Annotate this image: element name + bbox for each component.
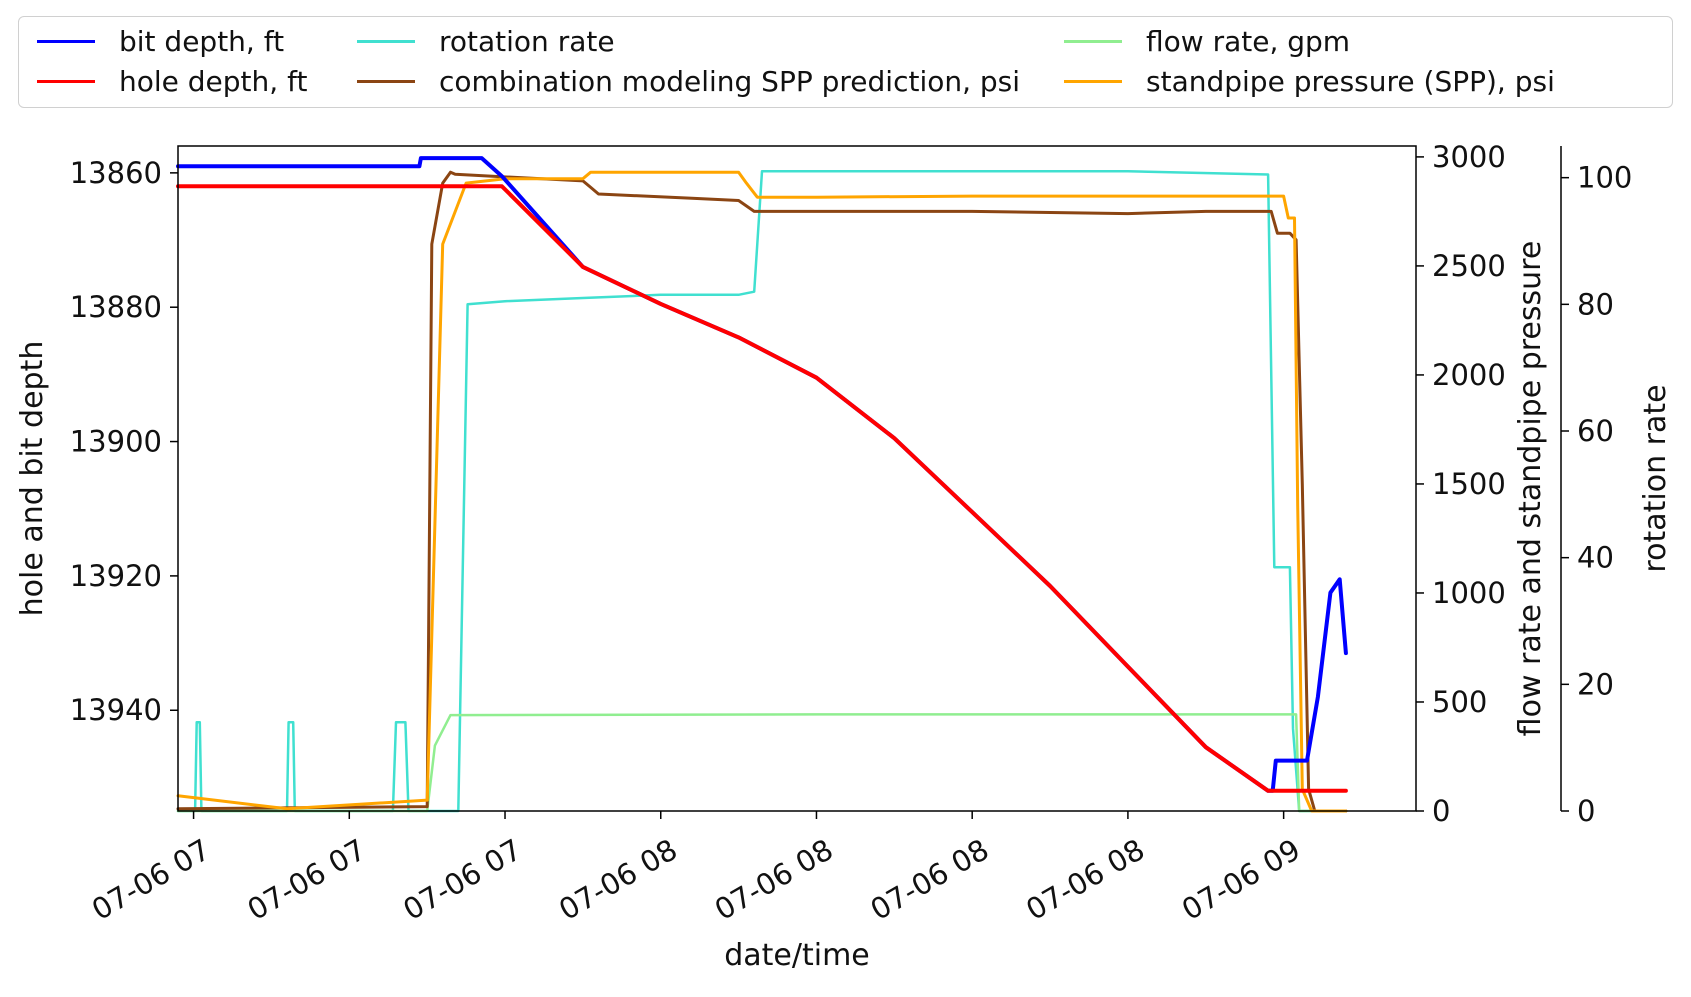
legend-item-rotation-rate: rotation rate [357,25,615,58]
y-right1-tick-label: 2500 [1432,249,1506,283]
series-line-bit-depth-ft [176,156,1348,793]
legend-item-hole-depth: hole depth, ft [37,65,307,98]
legend-item-bit-depth: bit depth, ft [37,25,284,58]
x-tick-label: 07-06 08 [553,832,683,927]
x-tick-label: 07-06 09 [1176,832,1306,927]
legend-item-standpipe-pressure: standpipe pressure (SPP), psi [1064,65,1555,98]
y-right2-axis-label: rotation rate [1638,384,1673,572]
y-right1-tick-label: 0 [1432,794,1450,828]
y-right1-tick-label: 1000 [1432,576,1506,610]
legend: bit depth, ft hole depth, ft rotation ra… [18,16,1673,108]
y-right1-tick-label: 3000 [1432,140,1506,174]
y-right1-axis-label: flow rate and standpipe pressure [1513,241,1548,737]
legend-swatch [357,40,415,43]
legend-swatch [1064,40,1122,43]
x-tick-label: 07-06 08 [709,832,839,927]
legend-label: rotation rate [439,25,615,58]
plot-frame [177,145,1417,812]
y-right2-tick-label: 0 [1577,794,1595,828]
series-line-hole-depth-ft [176,184,1348,793]
y-right2-tick-label: 60 [1577,414,1614,448]
legend-label: combination modeling SPP prediction, psi [439,65,1021,98]
y-left-axis-label: hole and bit depth [15,341,50,617]
legend-swatch [357,80,415,83]
y-left-tick-label: 13920 [70,559,162,593]
y-right2-tick-label: 20 [1577,667,1614,701]
y-left-tick-label: 13860 [70,156,162,190]
legend-label: standpipe pressure (SPP), psi [1146,65,1555,98]
legend-swatch [37,80,95,83]
y-right2-tick-label: 80 [1577,287,1614,321]
y-left-tick-label: 13940 [70,693,162,727]
y-right1-tick-label: 2000 [1432,358,1506,392]
x-tick-label: 07-06 08 [1020,832,1150,927]
x-tick-label: 07-06 07 [242,832,372,927]
x-tick-label: 07-06 07 [86,832,216,927]
x-tick-label: 07-06 08 [865,832,995,927]
series-line-standpipe-pressure-spp-psi [176,170,1348,813]
legend-label: bit depth, ft [119,25,285,58]
legend-label: hole depth, ft [119,65,308,98]
legend-swatch [37,40,95,43]
x-tick-label: 07-06 07 [397,832,527,927]
y-right2-tick-label: 100 [1577,161,1632,195]
x-axis-label: date/time [724,938,870,973]
y-left-tick-label: 13900 [70,425,162,459]
legend-item-spp-prediction: combination modeling SPP prediction, psi [357,65,1020,98]
legend-label: flow rate, gpm [1146,25,1351,58]
series-line-flow-rate-gpm [176,713,1348,813]
y-right1-tick-label: 500 [1432,685,1487,719]
y-left-tick-label: 13880 [70,290,162,324]
y-right2-tick-label: 40 [1577,541,1614,575]
y-right1-tick-label: 1500 [1432,467,1506,501]
legend-item-flow-rate: flow rate, gpm [1064,25,1350,58]
legend-swatch [1064,80,1122,83]
